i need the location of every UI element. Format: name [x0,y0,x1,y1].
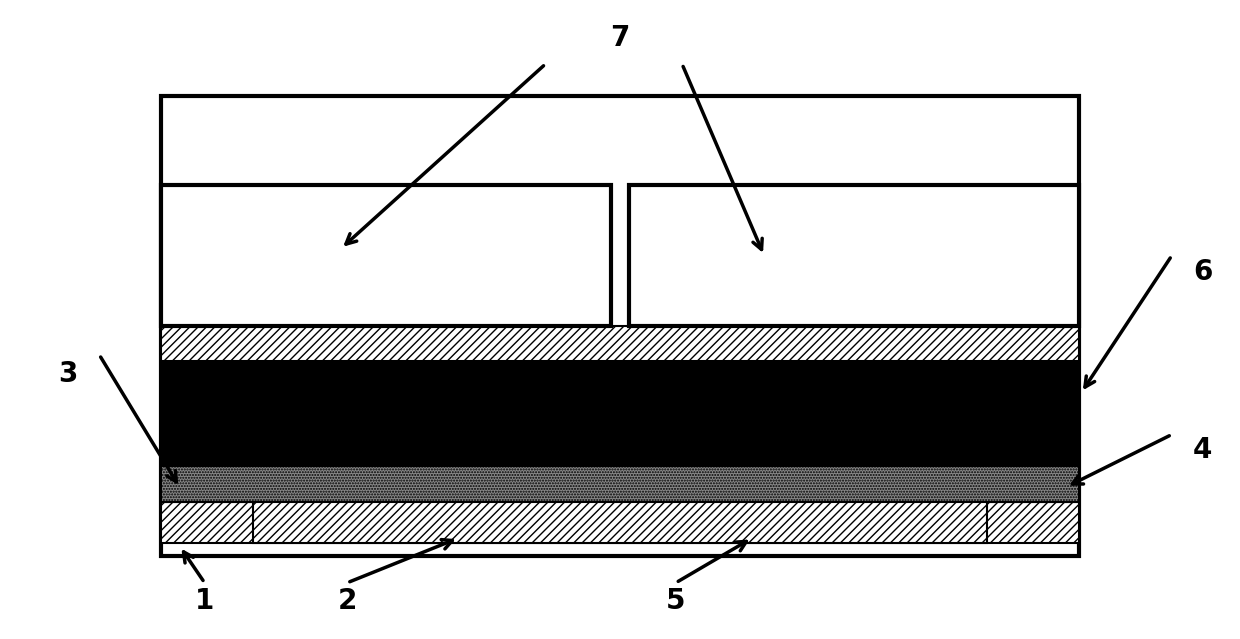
Bar [161,466,1079,502]
Text: 1: 1 [195,587,215,615]
Bar [161,326,1079,361]
Text: 2: 2 [337,587,357,615]
Text: 5: 5 [666,587,686,615]
Text: 6: 6 [1193,258,1213,286]
Bar [161,502,1079,543]
Bar [629,185,1079,326]
Text: 3: 3 [58,360,78,388]
Text: 7: 7 [610,24,630,52]
Bar [161,185,611,326]
Text: 4: 4 [1193,436,1213,465]
Bar [161,96,1079,556]
Bar [253,502,987,543]
Bar [161,361,1079,466]
